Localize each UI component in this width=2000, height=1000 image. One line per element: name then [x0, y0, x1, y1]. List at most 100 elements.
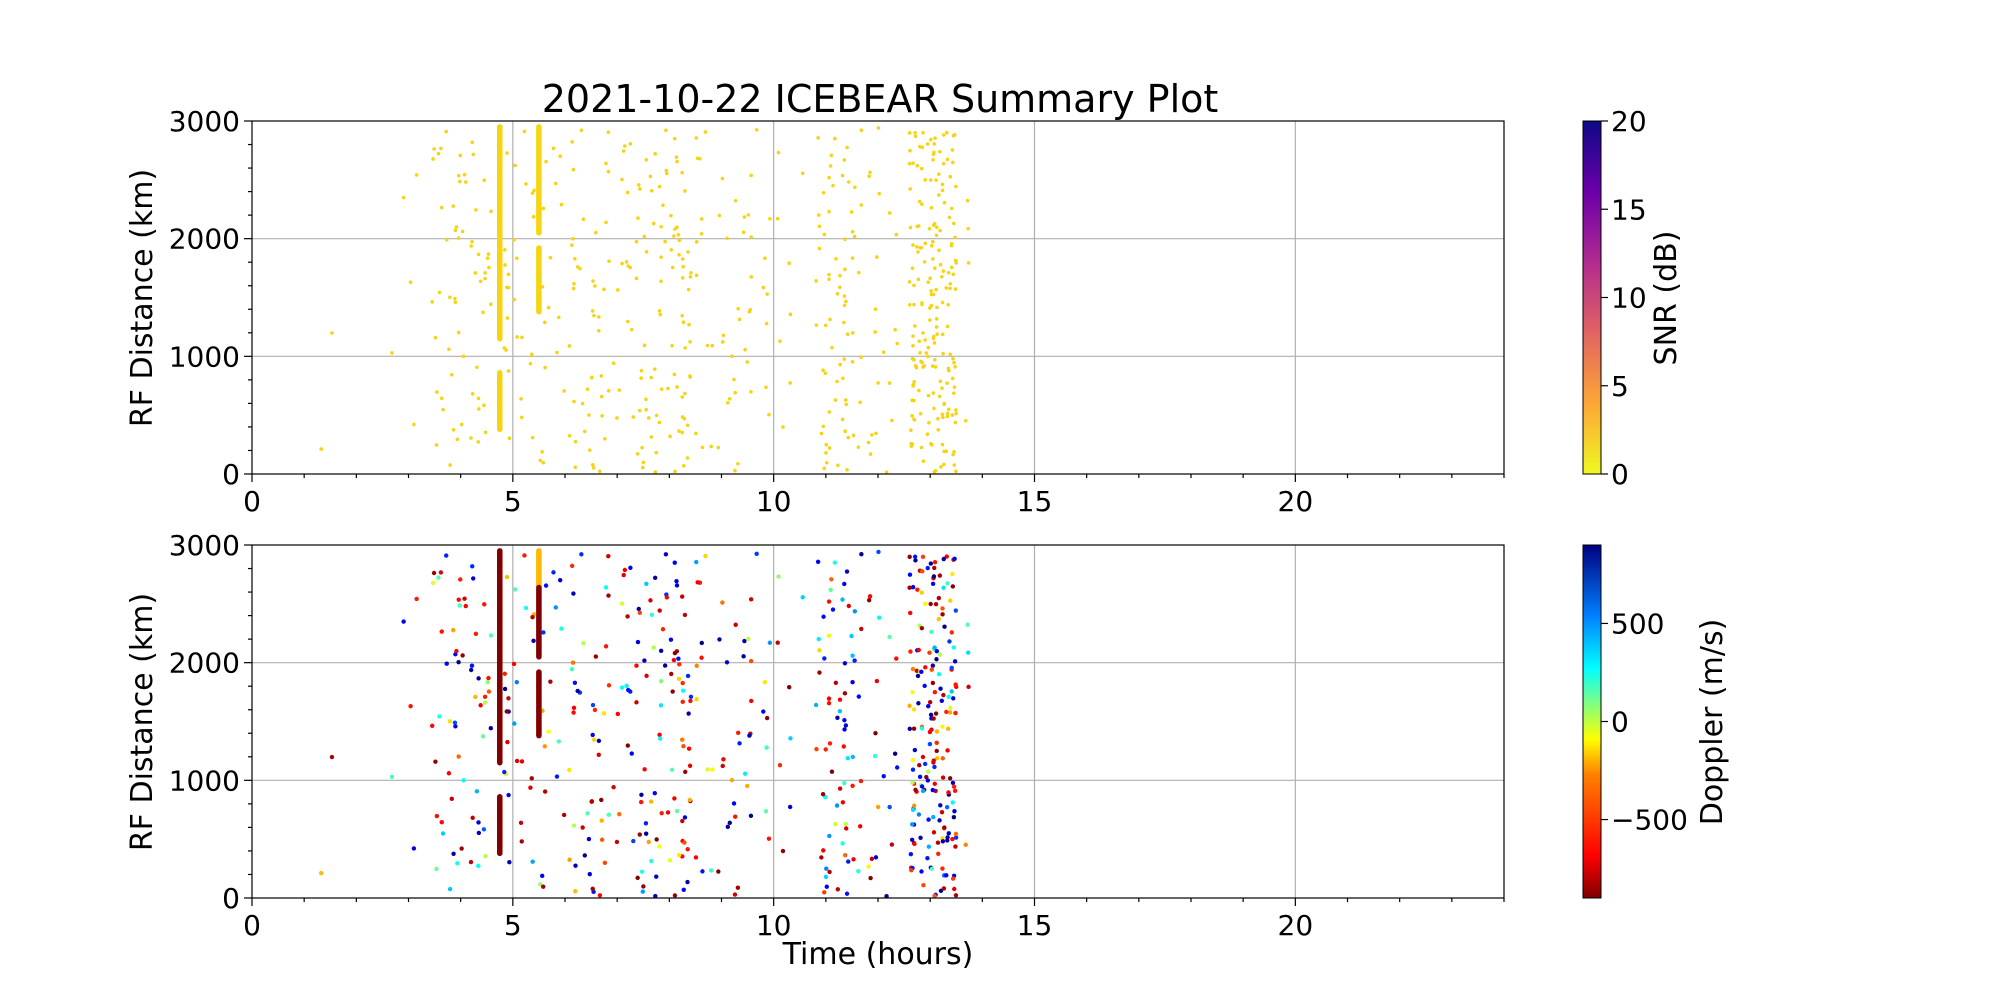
data-point [489, 209, 493, 214]
data-point [850, 229, 855, 234]
data-point [954, 411, 958, 416]
data-point [837, 697, 843, 702]
data-point [937, 394, 942, 399]
data-point [912, 302, 916, 307]
data-point [538, 458, 543, 463]
data-point [917, 339, 922, 343]
data-point [819, 431, 824, 436]
data-point [940, 606, 945, 611]
data-point [845, 332, 850, 336]
data-point [530, 435, 535, 440]
data-point [776, 150, 781, 155]
data-point [531, 215, 536, 219]
data-point [828, 164, 833, 168]
data-point [919, 726, 925, 731]
data-point [431, 570, 437, 576]
data-point [590, 702, 596, 708]
data-point [579, 552, 584, 557]
data-point [892, 751, 898, 756]
data-point [555, 350, 559, 355]
data-point [827, 175, 831, 180]
data-point [477, 407, 481, 411]
data-point [919, 246, 924, 250]
data-point [929, 629, 934, 634]
data-point [619, 685, 625, 690]
data-point [820, 792, 826, 797]
data-point [504, 709, 509, 714]
data-point [949, 630, 954, 635]
data-point [629, 327, 634, 332]
data-point [680, 170, 684, 175]
data-point [913, 558, 918, 563]
data-point [843, 398, 848, 402]
data-point [947, 215, 952, 220]
data-point [665, 171, 669, 176]
data-point [915, 587, 920, 592]
data-point [716, 445, 721, 450]
data-point [884, 470, 889, 475]
data-point [482, 700, 488, 705]
data-point [541, 884, 546, 889]
data-point [736, 306, 740, 311]
data-point [390, 351, 394, 355]
data-point [829, 769, 835, 774]
data-point [532, 188, 536, 193]
data-point [907, 554, 912, 560]
data-point [922, 260, 927, 264]
data-point [717, 213, 722, 218]
data-point [833, 821, 838, 827]
data-point [607, 259, 611, 264]
data-point [329, 754, 335, 760]
data-point [679, 594, 685, 599]
data-point [644, 158, 649, 162]
data-point [950, 836, 955, 842]
data-point [910, 807, 916, 813]
data-point [966, 684, 971, 690]
data-point [463, 603, 468, 609]
data-point [910, 398, 914, 403]
data-point [934, 178, 938, 182]
data-point [652, 367, 657, 371]
data-point [670, 343, 674, 348]
data-point [602, 860, 608, 866]
data-point [933, 711, 939, 716]
data-point [912, 283, 916, 288]
data-point [604, 220, 608, 225]
data-point [836, 463, 840, 468]
data-point [944, 286, 949, 290]
data-point [636, 183, 641, 187]
data-point [626, 319, 630, 324]
data-point [850, 783, 855, 789]
data-point [483, 430, 488, 435]
data-point [453, 228, 458, 233]
data-point [764, 321, 769, 326]
data-point [621, 572, 626, 578]
data-point [921, 883, 926, 888]
data-point [732, 892, 738, 897]
data-point [529, 352, 534, 357]
data-point [725, 824, 731, 830]
data-point [845, 467, 849, 472]
data-point [644, 407, 648, 412]
data-point [933, 266, 937, 271]
data-point [506, 369, 511, 373]
data-point [505, 316, 510, 320]
data-point [884, 894, 889, 899]
data-point [923, 601, 928, 607]
data-point [894, 765, 900, 770]
data-point [917, 199, 922, 204]
data-point [622, 567, 628, 573]
data-point [606, 169, 611, 174]
data-point [644, 581, 649, 587]
data-point [482, 602, 487, 607]
data-point [819, 855, 824, 860]
data-point [635, 452, 640, 456]
data-point [478, 703, 483, 708]
data-point [663, 239, 667, 244]
data-point [850, 360, 855, 364]
chart-title: 2021-10-22 ICEBEAR Summary Plot [542, 77, 1219, 121]
data-point [907, 585, 912, 590]
data-point [488, 725, 494, 731]
data-point [639, 368, 644, 373]
data-point [657, 844, 662, 849]
